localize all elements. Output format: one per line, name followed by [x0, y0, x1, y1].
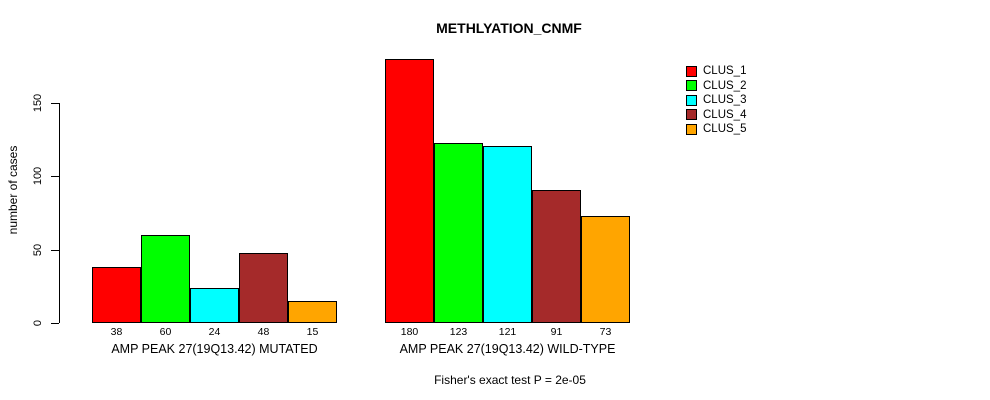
legend-label: CLUS_1 — [703, 65, 747, 78]
legend-swatch-icon — [686, 80, 697, 92]
bar-value-label: 91 — [550, 326, 563, 338]
y-axis-tick — [51, 323, 59, 324]
bar-clus_1 — [92, 267, 141, 323]
bar-clus_2 — [141, 235, 190, 323]
bar-value-label: 123 — [449, 326, 468, 338]
stat-annotation: Fisher's exact test P = 2e-05 — [434, 373, 586, 387]
bar-value-label: 121 — [498, 326, 517, 338]
bar-clus_2 — [434, 143, 483, 323]
legend-item-clus_3: CLUS_3 — [686, 93, 746, 108]
bar-clus_5 — [581, 216, 630, 323]
legend-label: CLUS_5 — [703, 123, 747, 136]
y-tick-label: 150 — [32, 93, 44, 113]
group-label: AMP PEAK 27(19Q13.42) WILD-TYPE — [399, 342, 616, 356]
legend: CLUS_1 CLUS_2 CLUS_3 CLUS_4 CLUS_5 — [686, 64, 746, 137]
legend-swatch-icon — [686, 94, 697, 106]
y-tick-label: 0 — [32, 319, 44, 327]
bar-clus_4 — [239, 253, 288, 323]
bar-value-label: 38 — [110, 326, 123, 338]
legend-item-clus_2: CLUS_2 — [686, 79, 746, 94]
bar-value-label: 73 — [599, 326, 612, 338]
bar-value-label: 180 — [400, 326, 419, 338]
chart-title: METHLYATION_CNMF — [436, 20, 582, 36]
legend-item-clus_5: CLUS_5 — [686, 122, 746, 137]
legend-swatch-icon — [686, 65, 697, 77]
y-axis-tick — [51, 249, 59, 251]
y-axis-tick — [51, 103, 59, 104]
y-tick-label: 100 — [32, 167, 44, 186]
bar-clus_1 — [385, 59, 434, 323]
legend-item-clus_1: CLUS_1 — [686, 64, 746, 79]
bar-clus_4 — [532, 190, 581, 323]
legend-swatch-icon — [686, 109, 697, 121]
bar-value-label: 15 — [306, 326, 319, 338]
legend-label: CLUS_4 — [703, 108, 747, 121]
legend-label: CLUS_3 — [703, 94, 747, 107]
y-axis-label: number of cases — [6, 145, 20, 235]
bar-value-label: 48 — [257, 326, 270, 338]
legend-item-clus_4: CLUS_4 — [686, 108, 746, 123]
legend-label: CLUS_2 — [703, 79, 747, 92]
group-label: AMP PEAK 27(19Q13.42) MUTATED — [111, 342, 318, 356]
bar-clus_5 — [288, 301, 337, 323]
y-axis-tick — [51, 176, 59, 178]
bar-clus_3 — [483, 146, 532, 323]
y-axis-line — [59, 103, 60, 323]
bar-value-label: 60 — [159, 326, 172, 338]
bar-value-label: 24 — [208, 326, 221, 338]
bar-clus_3 — [190, 288, 239, 323]
legend-swatch-icon — [686, 123, 697, 135]
y-tick-label: 50 — [32, 243, 44, 256]
